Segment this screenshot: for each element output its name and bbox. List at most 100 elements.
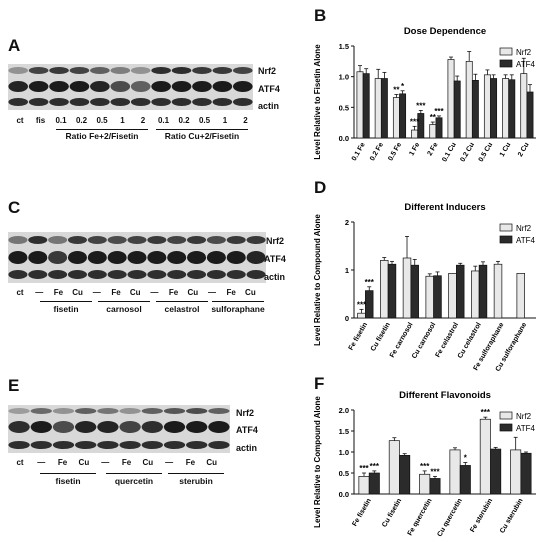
bar [433, 275, 442, 319]
western-blot-a [8, 64, 253, 110]
blot-band [167, 251, 187, 264]
blot-band [30, 441, 52, 449]
legend-swatch [499, 59, 513, 68]
legend-label: ATF4 [516, 236, 536, 245]
blot-e-label-nrf2: Nrf2 [236, 408, 255, 418]
bar [520, 452, 532, 495]
blot-band [97, 408, 119, 414]
panel-letter-b: B [314, 6, 327, 25]
blot-band [163, 421, 186, 433]
blot-band [208, 421, 230, 433]
blot-band [107, 251, 127, 264]
lane-label: — [35, 288, 44, 297]
x-tick-label: 0.5 Cu [478, 142, 495, 164]
y-tick-label: 0 [345, 314, 349, 323]
bar [490, 448, 502, 495]
blot-band [49, 98, 69, 106]
group-label-sulforaphane: sulforaphane [211, 304, 265, 314]
x-tick-label: Fe carnosol [389, 321, 415, 359]
x-tick-label: 0.2 Cu [459, 142, 476, 164]
blot-band [49, 67, 69, 74]
bar [429, 124, 437, 139]
blot-band [208, 408, 230, 414]
blot-band [151, 81, 171, 92]
blot-band [52, 421, 75, 433]
blot-band [192, 67, 212, 74]
legend-label: Nrf2 [516, 412, 532, 421]
blot-band [28, 81, 49, 92]
lane-label: 0.1 [157, 116, 170, 125]
y-tick-label: 0.0 [339, 134, 349, 143]
blot-c-label-nrf2: Nrf2 [266, 236, 285, 246]
lane-label: Cu [245, 288, 256, 297]
blot-band [167, 270, 187, 279]
blot-band [232, 98, 253, 106]
blot-band [28, 67, 49, 74]
bar [435, 117, 443, 139]
blot-band [119, 441, 141, 449]
y-tick-label: 0.5 [339, 103, 349, 112]
blot-band [97, 441, 119, 449]
lane-label: Cu [187, 288, 199, 297]
significance-mark: * [401, 82, 405, 91]
chart-different-inducers: Different Inducers Level Relative to Comp… [313, 202, 536, 373]
blot-band [127, 270, 147, 279]
y-tick-label: 1.5 [339, 42, 349, 51]
blot-band [226, 251, 246, 264]
blot-band [127, 236, 147, 244]
group-label-sterubin: sterubin [179, 476, 213, 486]
bar [516, 273, 525, 319]
x-tick-label: 0.1 Cu [441, 142, 458, 164]
blot-band [206, 251, 226, 264]
blot-band [8, 270, 28, 279]
blot-band [48, 270, 68, 279]
bar [392, 97, 400, 139]
legend-swatch [499, 423, 513, 432]
bar [374, 78, 382, 139]
lane-label: fis [35, 116, 46, 125]
blot-band [67, 251, 87, 264]
panel-letter-d: D [314, 178, 327, 197]
blot-band [119, 408, 141, 414]
x-tick-label: Fe fisetin [348, 322, 369, 352]
bar [380, 260, 389, 319]
bar [357, 312, 366, 319]
x-tick-label: Cu carnosol [411, 321, 437, 360]
chart-title: Different Inducers [404, 202, 485, 213]
bar [510, 449, 522, 495]
lane-label: — [92, 288, 101, 297]
blot-band [52, 408, 75, 414]
y-tick-label: 0.0 [339, 490, 349, 499]
blot-band [147, 251, 167, 264]
blot-band [8, 408, 30, 414]
blot-band [212, 98, 233, 106]
blot-e-label-actin: actin [236, 443, 258, 453]
bar [399, 93, 407, 139]
blot-band [97, 421, 119, 433]
blot-band [67, 270, 87, 279]
bar [471, 79, 479, 139]
blot-band [28, 270, 48, 279]
legend-label: Nrf2 [516, 48, 532, 57]
western-blot-e [8, 405, 230, 453]
significance-mark: *** [420, 462, 430, 471]
blot-band [8, 251, 28, 264]
bar [411, 129, 419, 139]
bar [449, 449, 461, 495]
lane-label: Cu [72, 288, 83, 297]
bar [479, 418, 491, 495]
blot-band [171, 98, 192, 106]
blot-band [192, 98, 212, 106]
bar [478, 264, 488, 319]
blot-band [151, 67, 171, 74]
lane-label: 0.1 [55, 116, 67, 125]
blot-band [119, 421, 141, 433]
y-tick-label: 2 [345, 218, 349, 227]
chart-title: Different Flavonoids [399, 390, 491, 401]
lane-label: Fe [57, 458, 68, 467]
x-tick-label: Fe quercetin [407, 498, 434, 538]
blot-band [192, 81, 212, 92]
y-tick-label: 2.0 [339, 406, 349, 415]
x-tick-label: 0.1 Fe [351, 141, 367, 162]
x-tick-label: Cu fisetin [370, 322, 392, 353]
